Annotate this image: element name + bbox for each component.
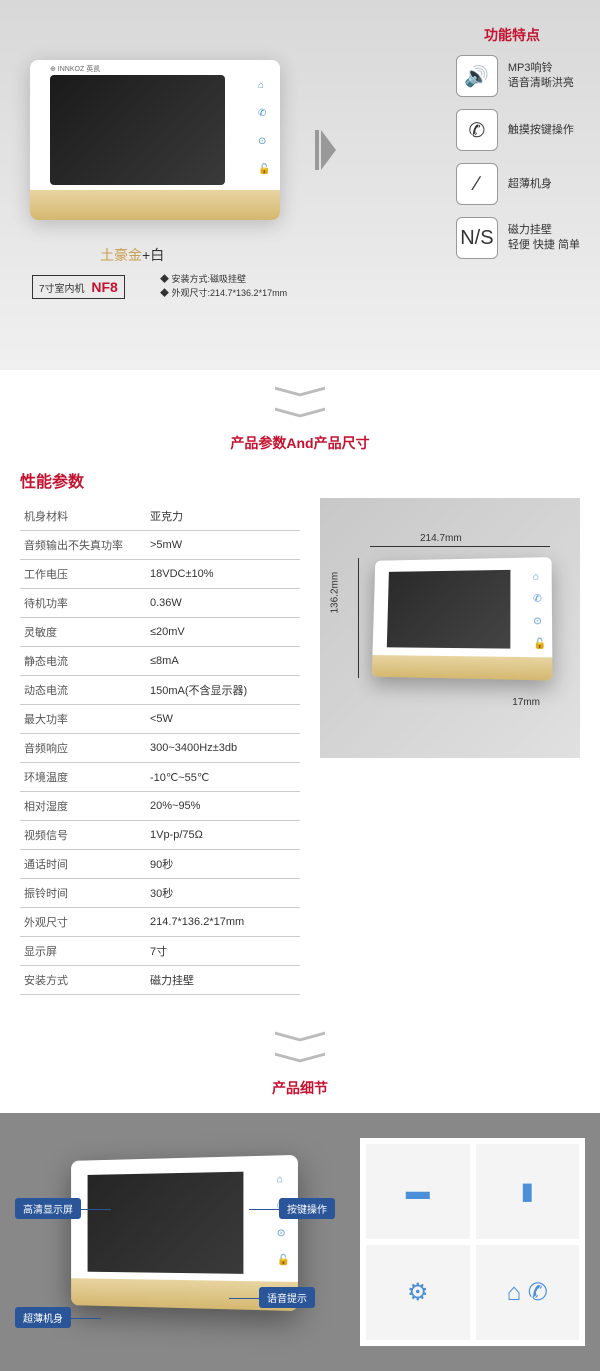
detail-grid: ▬▮⚙⌂ ✆: [360, 1138, 585, 1346]
feature-icon: N/S: [456, 217, 498, 259]
device-screen: [50, 75, 225, 185]
detail-grid-cell: ⚙: [366, 1245, 470, 1340]
feature-text: 触摸按键操作: [508, 123, 574, 138]
spec-row: 通话时间90秒: [20, 850, 300, 879]
features-heading: 功能特点: [484, 25, 540, 45]
spec-table: 机身材料亚克力音频输出不失真功率>5mW工作电压18VDC±10%待机功率0.3…: [20, 502, 300, 995]
spec-row: 音频输出不失真功率>5mW: [20, 531, 300, 560]
section3-header: 产品细节: [0, 1070, 600, 1113]
color-white-text: 白: [150, 247, 164, 263]
spec-row: 音频响应300~3400Hz±3db: [20, 734, 300, 763]
spec-row: 环境温度-10℃~55℃: [20, 763, 300, 792]
callout-1: 高清显示屏: [15, 1198, 81, 1219]
feature-icon: 🔊: [456, 55, 498, 97]
callout-2: 超薄机身: [15, 1307, 71, 1328]
color-label: 土豪金+白: [100, 245, 164, 265]
spec-row: 最大功率<5W: [20, 705, 300, 734]
device-gold-trim: [30, 190, 280, 220]
spec-row: 待机功率0.36W: [20, 589, 300, 618]
dim-height-label: 136.2mm: [330, 572, 341, 614]
spec-row: 静态电流≤8mA: [20, 647, 300, 676]
detail-grid-cell: ▬: [366, 1144, 470, 1239]
feature-list: 🔊 MP3响铃语音清晰洪亮 ✆ 触摸按键操作 ∕ 超薄机身 N/S 磁力挂壁轻便 快捷 简单: [456, 55, 580, 259]
feature-text: 磁力挂壁轻便 快捷 简单: [508, 223, 580, 253]
callout-4: 语音提示: [259, 1287, 315, 1308]
feature-text: MP3响铃语音清晰洪亮: [508, 61, 574, 91]
spec-table-container: 性能参数 机身材料亚克力音频输出不失真功率>5mW工作电压18VDC±10%待机…: [20, 468, 300, 995]
spec-table-title: 性能参数: [20, 468, 300, 492]
color-gold-text: 土豪金: [100, 247, 142, 263]
spec-row: 振铃时间30秒: [20, 879, 300, 908]
device-side-icons: ⌂✆⊙🔓⏻: [258, 80, 268, 202]
detail-grid-cell: ▮: [476, 1144, 580, 1239]
feature-icon: ✆: [456, 109, 498, 151]
mini-specs: ◆ 安装方式:磁吸挂壁 ◆ 外观尺寸:214.7*136.2*17mm: [160, 272, 287, 300]
feature-item: 🔊 MP3响铃语音清晰洪亮: [456, 55, 580, 97]
divider: [0, 370, 600, 425]
arrow-indicator: [315, 130, 336, 170]
detail-section: ⌂✆⊙🔓 高清显示屏 超薄机身 按键操作 语音提示 ▬▮⚙⌂ ✆: [0, 1113, 600, 1371]
detail-grid-cell: ⌂ ✆: [476, 1245, 580, 1340]
dimension-diagram: 214.7mm 136.2mm ⌂✆⊙🔓 17mm: [320, 498, 580, 758]
spec-row: 显示屏7寸: [20, 937, 300, 966]
spec-row: 机身材料亚克力: [20, 502, 300, 531]
detail-callout-image: ⌂✆⊙🔓 高清显示屏 超薄机身 按键操作 语音提示: [15, 1138, 345, 1338]
spec-row: 相对湿度20%~95%: [20, 792, 300, 821]
spec-row: 安装方式磁力挂壁: [20, 966, 300, 995]
dim-device: ⌂✆⊙🔓: [372, 557, 553, 680]
dim-width-label: 214.7mm: [420, 533, 462, 544]
hero-section: ⊕ INNKOZ 英凯 ⌂✆⊙🔓⏻ 土豪金+白 7寸室内机 NF8 ◆ 安装方式…: [0, 0, 600, 370]
spec-row: 动态电流150mA(不含显示器): [20, 676, 300, 705]
spec-row: 视频信号1Vp-p/75Ω: [20, 821, 300, 850]
feature-item: ∕ 超薄机身: [456, 163, 580, 205]
spec-row: 灵敏度≤20mV: [20, 618, 300, 647]
section2-header: 产品参数And产品尺寸: [0, 425, 600, 468]
model-number: NF8: [91, 279, 117, 295]
feature-icon: ∕: [456, 163, 498, 205]
feature-item: ✆ 触摸按键操作: [456, 109, 580, 151]
spec-row: 外观尺寸214.7*136.2*17mm: [20, 908, 300, 937]
brand-logo: ⊕ INNKOZ 英凯: [50, 64, 100, 74]
feature-text: 超薄机身: [508, 177, 552, 192]
dim-depth-label: 17mm: [512, 697, 540, 708]
callout-3: 按键操作: [279, 1198, 335, 1219]
spec-row: 工作电压18VDC±10%: [20, 560, 300, 589]
specs-section: 性能参数 机身材料亚克力音频输出不失真功率>5mW工作电压18VDC±10%待机…: [0, 468, 600, 1015]
divider2: [0, 1015, 600, 1070]
feature-item: N/S 磁力挂壁轻便 快捷 简单: [456, 217, 580, 259]
model-badge: 7寸室内机 NF8: [32, 275, 125, 299]
product-image: ⊕ INNKOZ 英凯 ⌂✆⊙🔓⏻: [30, 60, 280, 220]
